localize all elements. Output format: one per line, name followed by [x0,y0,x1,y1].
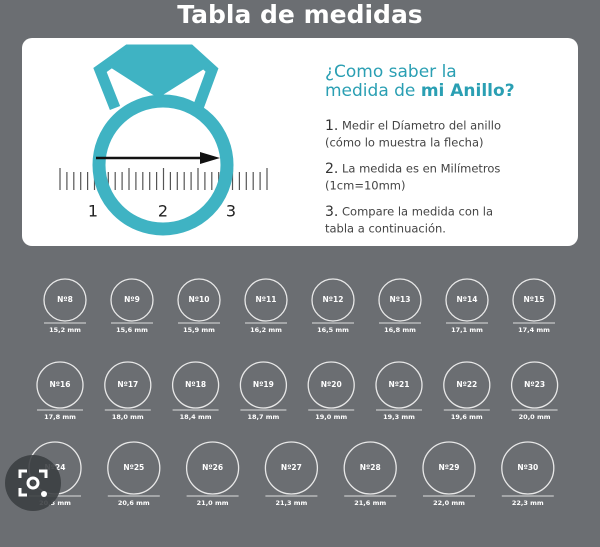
ring-size: Nº11 [256,295,277,304]
ring-size-circle [512,278,556,322]
question-emphasis: mi Anillo? [421,81,515,101]
steps: 1. Medir el Díametro del anillo (cómo lo m… [325,118,501,236]
ring-diameter: 21,6 mm [354,499,386,507]
ring-diameter: 15,6 mm [116,326,148,334]
ring-size-circle [110,278,154,322]
question: medida de mi Anillo? [325,81,515,101]
ring-size-circle [264,441,319,495]
ring-size: Nº23 [524,380,545,389]
ring-size: Nº22 [456,380,477,389]
ring-size-circle [171,361,220,409]
ring-diameter: 19,3 mm [383,413,415,421]
ring-size: Nº16 [50,380,71,389]
ring-size-circle [104,361,152,409]
ring-size-circle [239,361,288,409]
ring-size-circle [185,441,240,495]
step-text: (cómo lo muestra la flecha) [325,136,483,150]
ring-size: Nº12 [323,295,344,304]
ring-diameter: 19,0 mm [315,413,347,421]
ring-size-circle [422,441,476,495]
ring-diameter: 22,3 mm [512,499,544,507]
lens-icon[interactable] [18,469,48,497]
ring-size: Nº10 [189,295,210,304]
ring-diameter: 19,6 mm [451,413,483,421]
ring-diameter: 17,4 mm [518,326,550,334]
ring-diameter: 21,3 mm [275,499,307,507]
ring-size-circle [107,441,161,495]
ring-size: Nº25 [123,463,144,472]
step-text: (1cm=10mm) [325,179,406,193]
ring-size-circle [378,278,422,322]
question: ¿Como saber la [325,62,457,82]
ring-diameter: 22,0 mm [433,499,465,507]
ring-diameter: 18,7 mm [247,413,279,421]
ring-size: Nº27 [281,463,302,472]
ring-diameter: 15,2 mm [49,326,81,334]
ring-size: Nº30 [517,463,538,472]
ring-size-circle [443,361,491,409]
ring-size: Nº18 [185,380,206,389]
question: medida de [325,81,415,101]
ring-size: Nº14 [457,295,478,304]
step-text: La medida es en Milímetros [342,162,500,176]
ring-size: Nº26 [202,463,223,472]
step-text: Compare la medida con la [342,205,493,219]
ring-size: Nº8 [57,295,73,304]
size-table: Nº8 15,2 mm Nº9 15,6 mm Nº10 15,9 mm Nº11 16,2 … [28,278,559,507]
ring-size-circle [177,278,221,322]
ring-size: Nº13 [390,295,411,304]
ring-size: Nº28 [360,463,381,472]
ring-diameter: 16,5 mm [317,326,349,334]
ring-diameter: 18,4 mm [180,413,212,421]
ring-size-circle [343,441,397,495]
ring-size-circle [36,361,84,409]
step-number: 2. [325,161,338,177]
ring-diameter: 17,8 mm [44,413,76,421]
step-text: Medir el Díametro del anillo [342,119,501,133]
ring-size: Nº15 [524,295,545,304]
ring-size: Nº29 [439,463,460,472]
step-number: 3. [325,204,338,220]
ring-size-circle [311,278,355,322]
ring-size: Nº17 [117,380,138,389]
ring-size: Nº21 [389,380,410,389]
ring-size: Nº19 [253,380,274,389]
arrow-head [200,152,220,164]
ring-diameter: 16,2 mm [250,326,282,334]
step-text: tabla a continuación. [325,222,446,236]
ring-diameter: 20,6 mm [118,499,150,507]
ring-diameter: 16,8 mm [384,326,416,334]
title: Tabla de medidas [177,0,422,29]
ring-size: Nº9 [124,295,140,304]
ring-diameter: 15,9 mm [183,326,215,334]
lens-button[interactable] [5,455,61,511]
ring-size-circle [307,361,355,409]
ring-diameter: 20,0 mm [519,413,551,421]
lens-icon[interactable] [26,476,40,490]
diamond [105,50,212,98]
ring-size-circle [244,278,288,322]
lens-bg[interactable] [5,455,61,511]
ring-diameter: 21,0 mm [197,499,229,507]
lens-icon[interactable] [41,491,47,497]
ring-diameter: 17,1 mm [451,326,483,334]
ruler-label: 2 [158,202,168,221]
ruler-label: 3 [226,202,236,221]
ring-size-circle [43,278,87,322]
ring-size-circle [375,361,423,409]
ring-diameter: 20,3 mm [39,499,71,507]
ring [92,94,234,236]
ruler-label: 1 [88,202,98,221]
step-number: 1. [325,118,338,134]
ring-size-circle [445,278,489,322]
ring-size: Nº20 [321,380,342,389]
ring-diameter: 18,0 mm [112,413,144,421]
ring-size-circle [510,361,559,409]
ring-size-circle [501,441,555,495]
